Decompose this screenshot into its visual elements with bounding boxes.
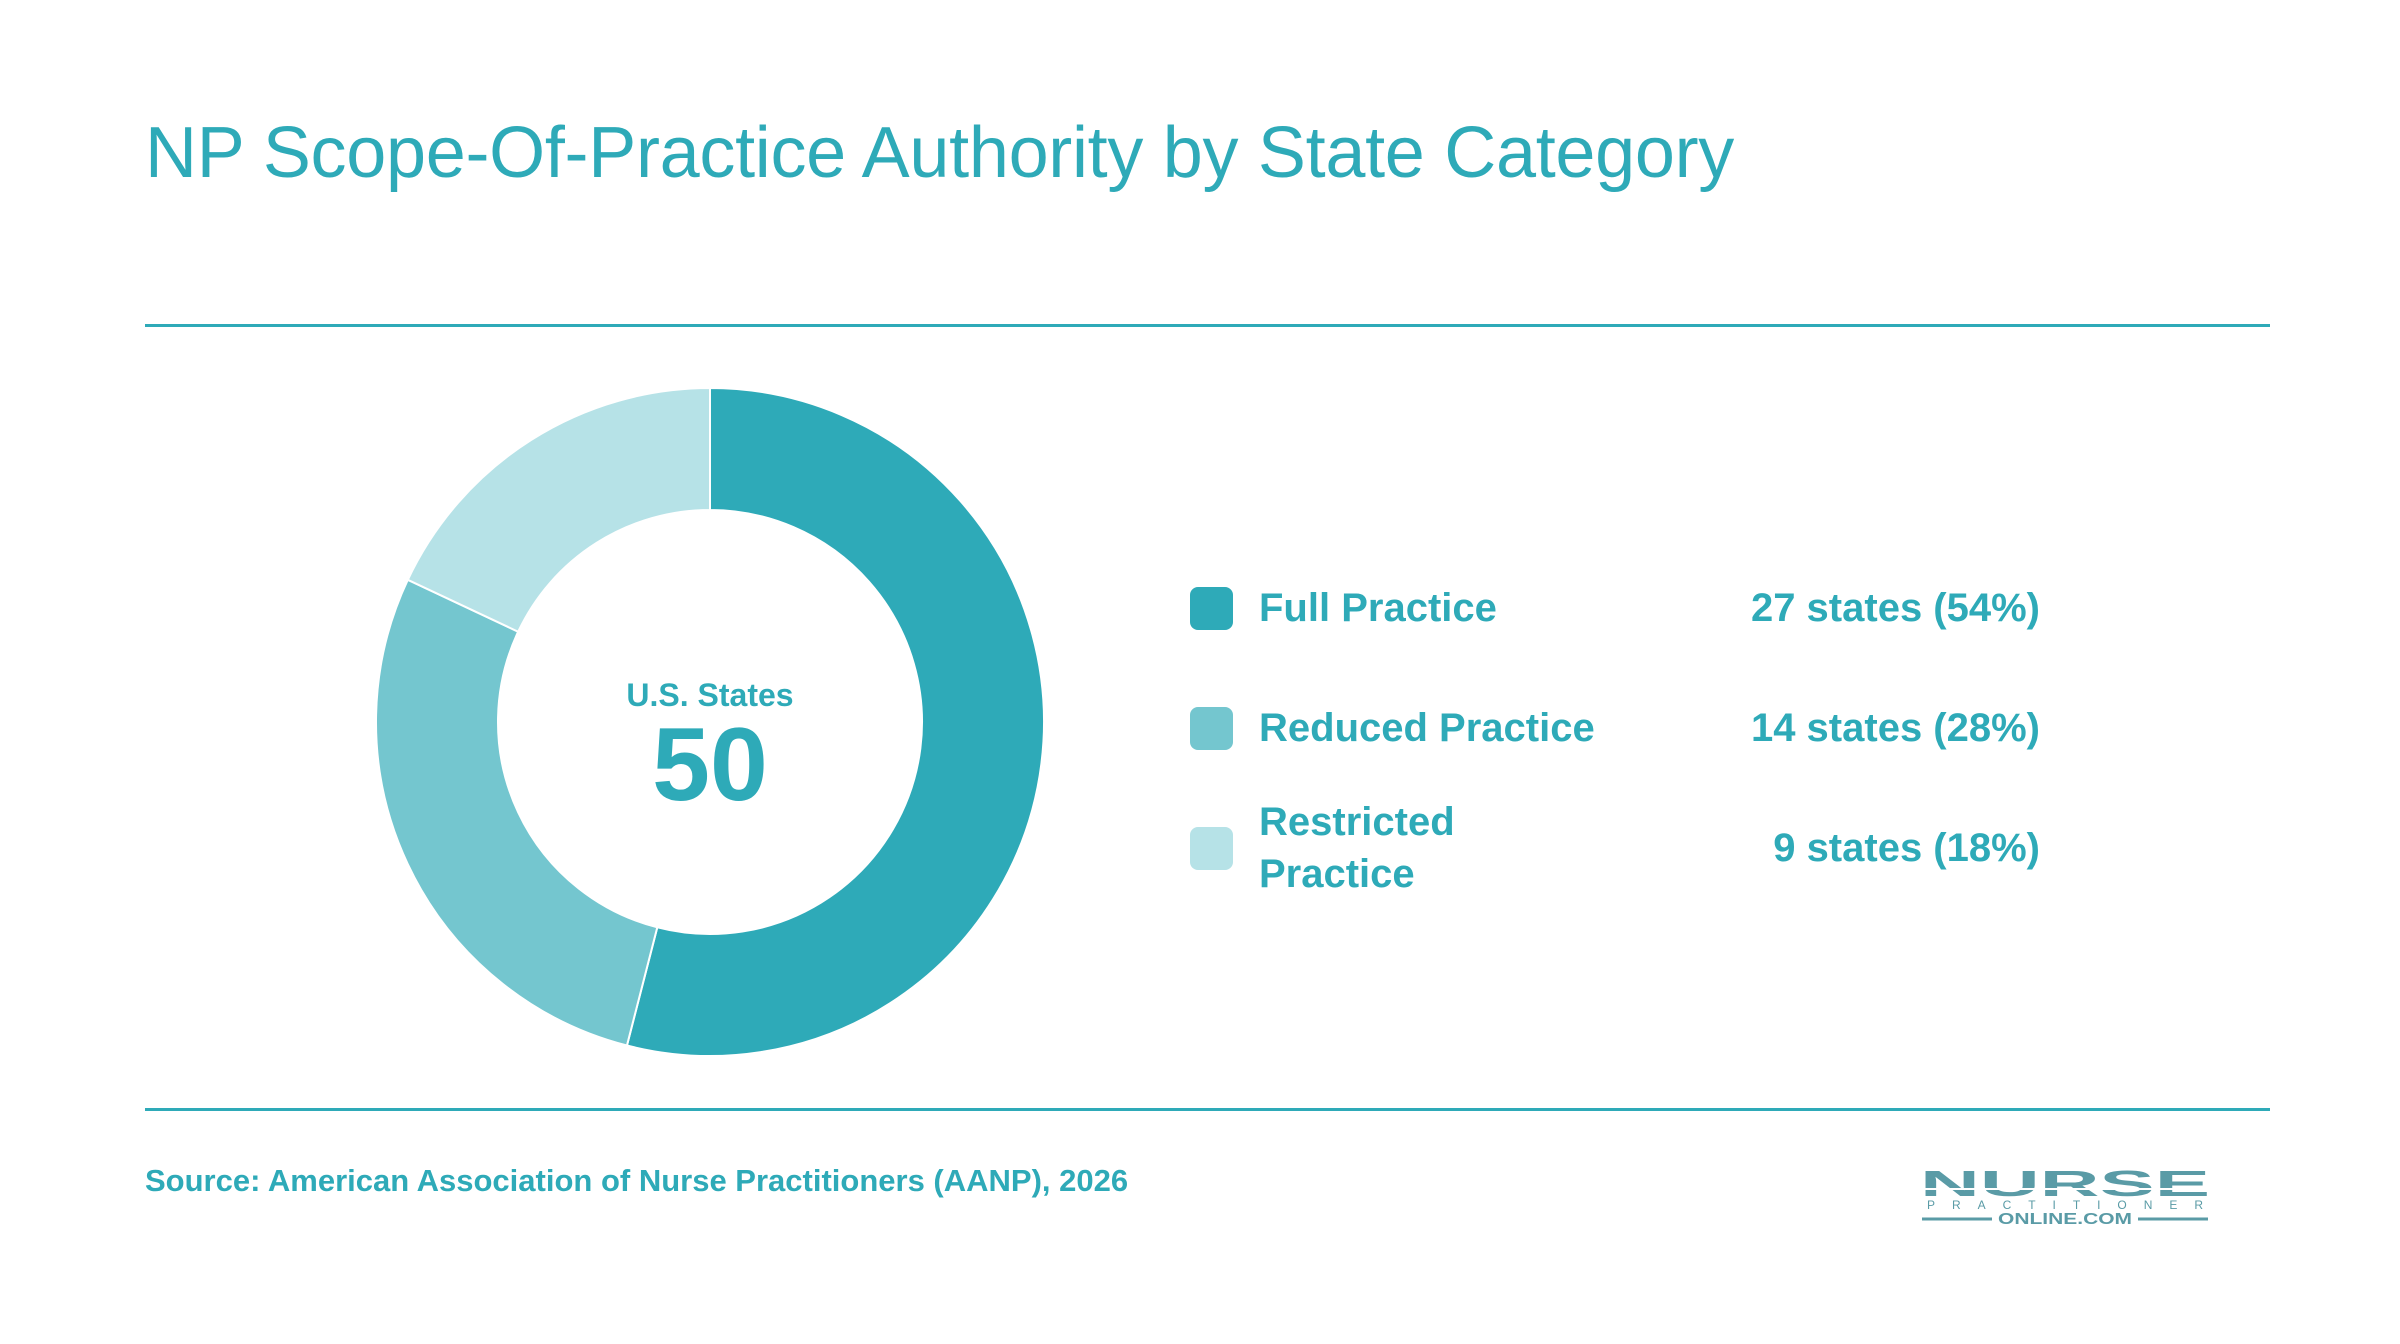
legend: Full Practice 27 states (54%) Reduced Pr… xyxy=(1190,548,2040,908)
source-note: Source: American Association of Nurse Pr… xyxy=(145,1163,1129,1198)
donut-chart: U.S. States 50 xyxy=(375,386,1045,1057)
top-divider xyxy=(145,324,2270,327)
legend-swatch xyxy=(1190,586,1233,630)
legend-label: Reduced Practice xyxy=(1259,706,1595,750)
legend-swatch xyxy=(1190,706,1233,750)
legend-label: Full Practice xyxy=(1259,586,1497,630)
legend-label: Restricted Practice xyxy=(1259,800,1455,896)
donut-slice-full-practice xyxy=(625,386,1045,1057)
legend-item-reduced-practice: Reduced Practice 14 states (28%) xyxy=(1190,668,2040,788)
legend-swatch xyxy=(1190,826,1233,870)
donut-slice-restricted-practice xyxy=(406,386,711,634)
nurse-practitioner-online-logo: NURSE PRACTITIONER ONLINE.COM xyxy=(1920,1166,2210,1226)
bottom-divider xyxy=(145,1108,2270,1111)
legend-value: 9 states (18%) xyxy=(1773,825,2040,870)
logo-line-3: ONLINE.COM xyxy=(1998,1211,2132,1226)
center-label: U.S. States xyxy=(626,677,793,713)
donut-slice-reduced-practice xyxy=(375,578,659,1047)
center-value: 50 xyxy=(652,707,768,823)
legend-value: 27 states (54%) xyxy=(1750,585,2040,630)
legend-item-full-practice: Full Practice 27 states (54%) xyxy=(1190,548,2040,668)
legend-item-restricted-practice: Restricted Practice 9 states (18%) xyxy=(1190,788,2040,908)
logo-line-1: NURSE xyxy=(1920,1166,2210,1204)
chart-title: NP Scope-Of-Practice Authority by State … xyxy=(145,113,1735,193)
legend-value: 14 states (28%) xyxy=(1750,705,2040,750)
